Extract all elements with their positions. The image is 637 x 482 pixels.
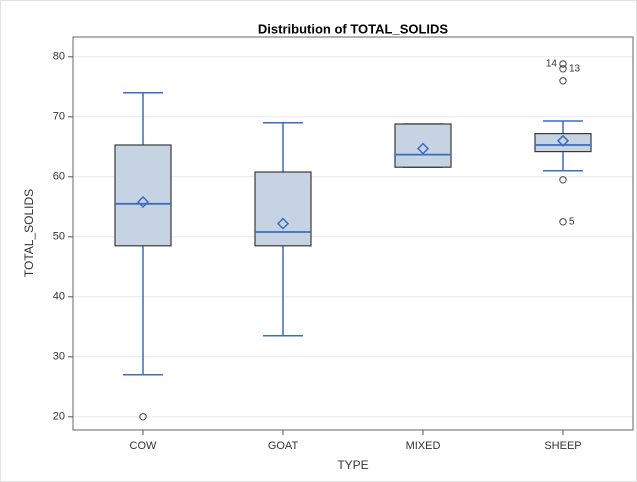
- box: [114, 144, 172, 247]
- x-tick-label: MIXED: [406, 440, 441, 452]
- outlier: [559, 218, 567, 226]
- outlier: [559, 60, 567, 68]
- x-tick-label: COW: [130, 440, 158, 452]
- mean-marker: [416, 142, 430, 155]
- mean-marker: [276, 217, 290, 230]
- outlier-label: 5: [569, 216, 575, 227]
- y-tick-label: 40: [53, 291, 65, 303]
- y-tick-label: 20: [53, 411, 65, 423]
- outlier: [139, 413, 147, 421]
- outlier: [559, 176, 567, 184]
- outlier: [559, 77, 567, 85]
- plot-frame: [72, 36, 634, 431]
- y-tick-label: 50: [53, 231, 65, 243]
- x-axis-label: TYPE: [337, 458, 368, 472]
- y-tick-label: 70: [53, 111, 65, 123]
- box: [534, 133, 592, 153]
- mean-marker: [556, 134, 570, 147]
- y-tick-label: 30: [53, 351, 65, 363]
- outlier-label: 14: [546, 59, 558, 70]
- outlier-label: 13: [569, 63, 581, 74]
- x-tick-label: SHEEP: [544, 440, 581, 452]
- box: [394, 123, 452, 168]
- y-axis-label: TOTAL_SOLIDS: [22, 189, 36, 277]
- y-tick-label: 60: [53, 171, 65, 183]
- box: [254, 171, 312, 247]
- chart-title: Distribution of TOTAL_SOLIDS: [258, 21, 449, 36]
- x-tick-label: GOAT: [268, 440, 299, 452]
- outlier: [559, 65, 567, 73]
- mean-marker: [136, 195, 150, 209]
- y-tick-label: 80: [53, 51, 65, 63]
